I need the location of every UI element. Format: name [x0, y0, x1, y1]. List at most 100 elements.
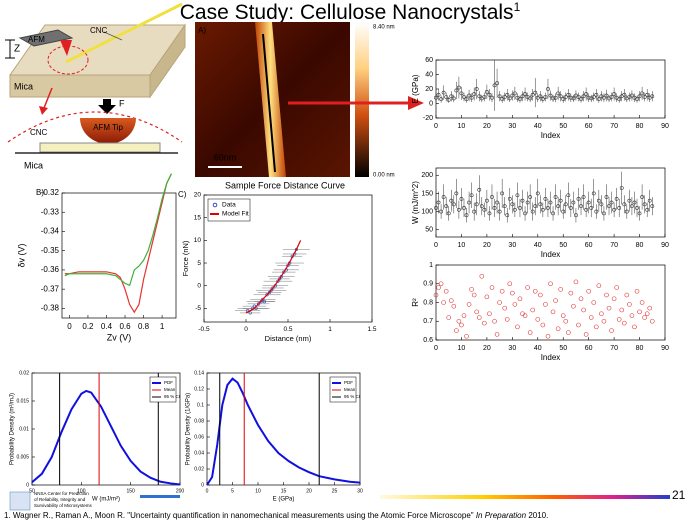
- data-point: [647, 198, 652, 203]
- data-point: [459, 91, 464, 96]
- y-tick-label: 0.8: [423, 299, 433, 306]
- data-point: [492, 83, 497, 88]
- data-point: [494, 332, 500, 337]
- data-point: [599, 202, 604, 207]
- data-point: [642, 315, 647, 320]
- data-point: [548, 93, 553, 98]
- data-point: [644, 311, 650, 317]
- data-point: [474, 202, 479, 207]
- data-point: [500, 191, 505, 196]
- data-point: [520, 94, 525, 99]
- x-axis-label: Index: [541, 131, 561, 140]
- data-point: [484, 90, 489, 94]
- data-point: [568, 290, 574, 296]
- data-point: [464, 97, 469, 102]
- data-point: [574, 213, 578, 218]
- data-point: [495, 81, 499, 86]
- data-point: [497, 300, 502, 305]
- data-point: [632, 324, 637, 330]
- y-tick-label: 0.1: [197, 402, 204, 408]
- chart: 50 100 150 200 0 10 20 30 40 50 60 70 80 90 Index W (mJ…: [411, 167, 669, 259]
- x-tick-label: 0: [434, 242, 438, 249]
- x-tick-label: 50: [559, 242, 567, 249]
- data-point: [527, 330, 533, 335]
- data-point: [489, 285, 495, 290]
- data-point: [571, 96, 576, 101]
- x-tick-label: 30: [357, 488, 363, 494]
- diagram-label: F: [119, 98, 125, 108]
- data-point: [490, 195, 494, 199]
- footnote-italic: In Preparation: [475, 511, 527, 520]
- x-tick-label: 0: [244, 326, 248, 333]
- data-point: [492, 206, 497, 210]
- data-point: [642, 95, 647, 99]
- x-tick-label: 10: [458, 123, 466, 130]
- data-point: [492, 318, 497, 324]
- data-point: [459, 322, 464, 328]
- legend-box: [207, 198, 251, 222]
- y-tick-label: 0.14: [194, 370, 204, 376]
- data-point: [596, 283, 602, 288]
- data-point: [637, 309, 642, 315]
- data-point: [604, 292, 609, 298]
- x-tick-label: 70: [610, 345, 618, 352]
- legend-label: Mean: [344, 387, 356, 392]
- data-point: [472, 92, 477, 96]
- data-point: [540, 322, 546, 328]
- data-point: [551, 96, 555, 101]
- x-tick-label: 50: [29, 488, 35, 494]
- y-tick-label: 50: [425, 227, 433, 234]
- data-point: [464, 333, 469, 339]
- x-tick-label: 10: [458, 345, 466, 352]
- y-tick-label: 20: [194, 192, 202, 199]
- data-point: [614, 285, 619, 290]
- data-point: [616, 317, 622, 322]
- data-point: [579, 204, 583, 209]
- x-tick-label: 0: [206, 488, 209, 494]
- data-point: [647, 305, 653, 311]
- data-point: [614, 196, 619, 201]
- data-point: [525, 285, 530, 290]
- y-tick-label: -0.35: [41, 246, 60, 255]
- data-point: [650, 94, 655, 99]
- title-text: Case Study: Cellulose Nanocrystals: [179, 1, 514, 24]
- data-point: [436, 92, 441, 97]
- y-tick-label: 0.7: [423, 318, 433, 325]
- data-point: [515, 324, 520, 330]
- plot-frame: [435, 59, 666, 119]
- y-axis-label: Probability Density (m²/mJ): [10, 393, 16, 465]
- data-point: [441, 195, 446, 199]
- data-point: [464, 213, 469, 218]
- x-tick-label: 0.4: [101, 322, 113, 331]
- chart: 0 0.005 0.01 0.015 0.02 50 100 150 200 W (mJ/m²) P…: [10, 370, 185, 502]
- y-axis-label: δv (V): [16, 243, 26, 267]
- data-point: [436, 285, 441, 290]
- data-point: [609, 200, 614, 205]
- data-point: [535, 317, 541, 322]
- data-point: [286, 263, 290, 267]
- scale-bar-label: 60nm: [214, 152, 237, 162]
- x-tick-label: 40: [534, 242, 542, 249]
- data-point: [545, 333, 551, 339]
- x-tick-label: 1: [328, 326, 332, 333]
- data-point: [540, 207, 545, 212]
- y-tick-label: 150: [421, 190, 433, 197]
- data-point: [456, 318, 462, 324]
- footnote: 1. Wagner R., Raman A., Moon R. "Uncerta…: [4, 511, 548, 520]
- diagram-label: CNC: [30, 128, 48, 137]
- data-point: [510, 93, 515, 98]
- data-point: [555, 326, 561, 332]
- data-point: [472, 209, 477, 214]
- data-point: [584, 92, 589, 96]
- data-point: [469, 287, 474, 292]
- x-axis-label: W (mJ/m²): [92, 497, 120, 503]
- data-point: [441, 90, 446, 95]
- data-point: [612, 207, 617, 212]
- data-point: [461, 313, 467, 318]
- x-tick-label: 150: [126, 488, 135, 494]
- data-point: [612, 92, 617, 96]
- data-point: [566, 92, 571, 97]
- zoom-circle: [47, 45, 89, 75]
- series-line: [31, 389, 181, 486]
- data-point: [282, 270, 286, 274]
